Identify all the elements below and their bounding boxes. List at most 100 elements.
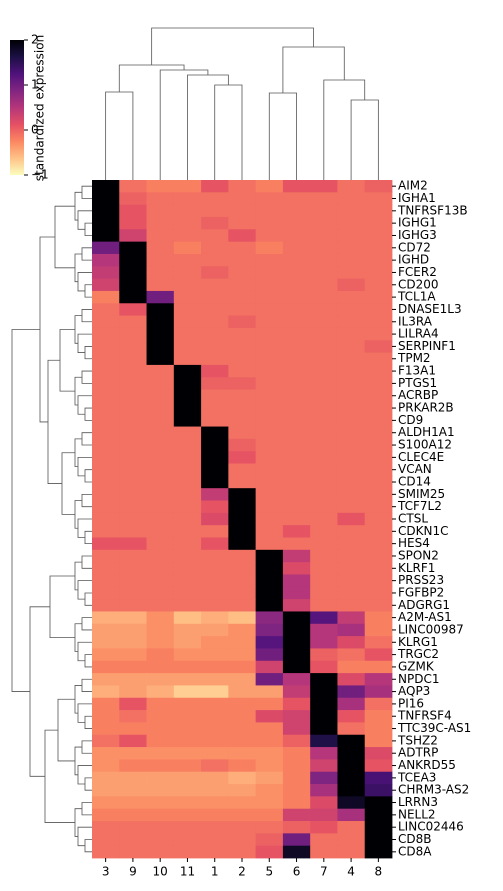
heatmap-cell — [255, 796, 284, 810]
heatmap-cell — [92, 549, 120, 563]
heatmap-cell — [228, 747, 257, 760]
heatmap-cell — [337, 488, 366, 501]
heatmap-cell — [310, 586, 338, 600]
row-label: LINC00987 — [398, 622, 464, 636]
heatmap-cell — [337, 549, 366, 563]
heatmap-cell — [337, 537, 366, 551]
row-label: SMIM25 — [398, 487, 445, 501]
row-label: SERPINF1 — [398, 339, 456, 353]
heatmap-cell — [228, 216, 257, 230]
heatmap-cell — [282, 673, 311, 686]
heatmap-cell — [201, 574, 229, 588]
heatmap-cell — [228, 401, 257, 415]
heatmap-cell — [228, 229, 257, 243]
heatmap-cell — [310, 340, 338, 353]
heatmap-cell — [201, 525, 229, 538]
heatmap-cell — [201, 303, 229, 316]
dendrogram-link — [74, 438, 82, 468]
heatmap-cell — [364, 180, 393, 193]
heatmap-cell — [364, 599, 393, 612]
row-label: TNFRSF13B — [397, 203, 468, 217]
heatmap-cell — [255, 525, 284, 538]
row-label: IGHA1 — [398, 191, 436, 205]
heatmap-cell — [119, 562, 147, 575]
heatmap-cell — [201, 352, 229, 366]
heatmap-cell — [146, 586, 175, 600]
heatmap-cell — [310, 623, 338, 637]
heatmap-cell — [173, 315, 202, 329]
heatmap-cell — [173, 599, 202, 612]
heatmap-cell — [173, 500, 202, 514]
dendrogram-link — [187, 74, 229, 180]
dendrogram-link — [74, 191, 82, 221]
heatmap-cell — [255, 426, 284, 440]
heatmap-cell — [228, 759, 257, 773]
heatmap-cell — [282, 808, 311, 822]
column-label: 11 — [180, 865, 195, 879]
heatmap-cell — [146, 180, 175, 193]
dendrogram-link — [159, 69, 209, 180]
heatmap-cell — [310, 377, 338, 390]
heatmap-cell — [364, 463, 393, 477]
heatmap-cell — [201, 734, 229, 748]
dendrogram-link — [323, 79, 366, 180]
heatmap-cell — [282, 438, 311, 452]
heatmap-cell — [201, 216, 229, 230]
heatmap-cell — [173, 352, 202, 366]
heatmap-cell — [282, 599, 311, 612]
heatmap-cell — [146, 722, 175, 736]
dendrogram-link — [84, 715, 92, 729]
heatmap-cell — [201, 266, 229, 280]
heatmap-cell — [337, 401, 366, 415]
heatmap-cell — [282, 253, 311, 267]
heatmap-cell — [201, 451, 229, 464]
heatmap-cell — [146, 549, 175, 563]
heatmap-cell — [364, 389, 393, 403]
heatmap-cell — [310, 216, 338, 230]
heatmap-cell — [146, 438, 175, 452]
heatmap-cell — [119, 290, 147, 304]
heatmap-cell — [119, 315, 147, 329]
heatmap-cell — [228, 710, 257, 723]
dendrogram-link — [74, 685, 82, 714]
heatmap-cell — [228, 451, 257, 464]
colorbar-tick-label: 2 — [31, 33, 39, 47]
row-label: AQP3 — [398, 684, 430, 698]
heatmap-cell — [364, 253, 393, 267]
heatmap-cell — [310, 574, 338, 588]
heatmap-cell — [119, 253, 147, 267]
heatmap-cell — [119, 475, 147, 489]
heatmap-cell — [255, 229, 284, 243]
heatmap-cell — [364, 759, 393, 773]
heatmap-cell — [337, 352, 366, 366]
row-label: KLRF1 — [398, 561, 435, 575]
heatmap-cell — [119, 216, 147, 230]
heatmap-cell — [310, 525, 338, 538]
heatmap-cell — [173, 253, 202, 267]
heatmap-cell — [337, 500, 366, 514]
column-label: 2 — [238, 865, 246, 879]
heatmap-cell — [146, 685, 175, 699]
heatmap-cell — [337, 364, 366, 378]
dendrogram-link — [105, 91, 134, 180]
heatmap-cell — [337, 710, 366, 723]
dendrogram-link — [59, 329, 75, 392]
heatmap-cell — [228, 364, 257, 378]
heatmap-cell — [337, 253, 366, 267]
heatmap-cell — [119, 710, 147, 723]
heatmap-cell — [228, 808, 257, 822]
row-label: LINC02446 — [398, 820, 464, 834]
heatmap-cell — [119, 303, 147, 316]
heatmap-cell — [173, 327, 202, 341]
heatmap-cell — [146, 784, 175, 797]
heatmap-cell — [173, 463, 202, 477]
heatmap-cell — [146, 389, 175, 403]
heatmap-cell — [255, 660, 284, 674]
heatmap-cell — [92, 796, 120, 810]
dendrogram-link — [84, 284, 92, 298]
heatmap-cell — [201, 241, 229, 255]
heatmap-cell — [310, 697, 338, 711]
heatmap-cell — [146, 673, 175, 686]
heatmap-cell — [92, 315, 120, 329]
row-label: IL3RA — [398, 314, 433, 328]
